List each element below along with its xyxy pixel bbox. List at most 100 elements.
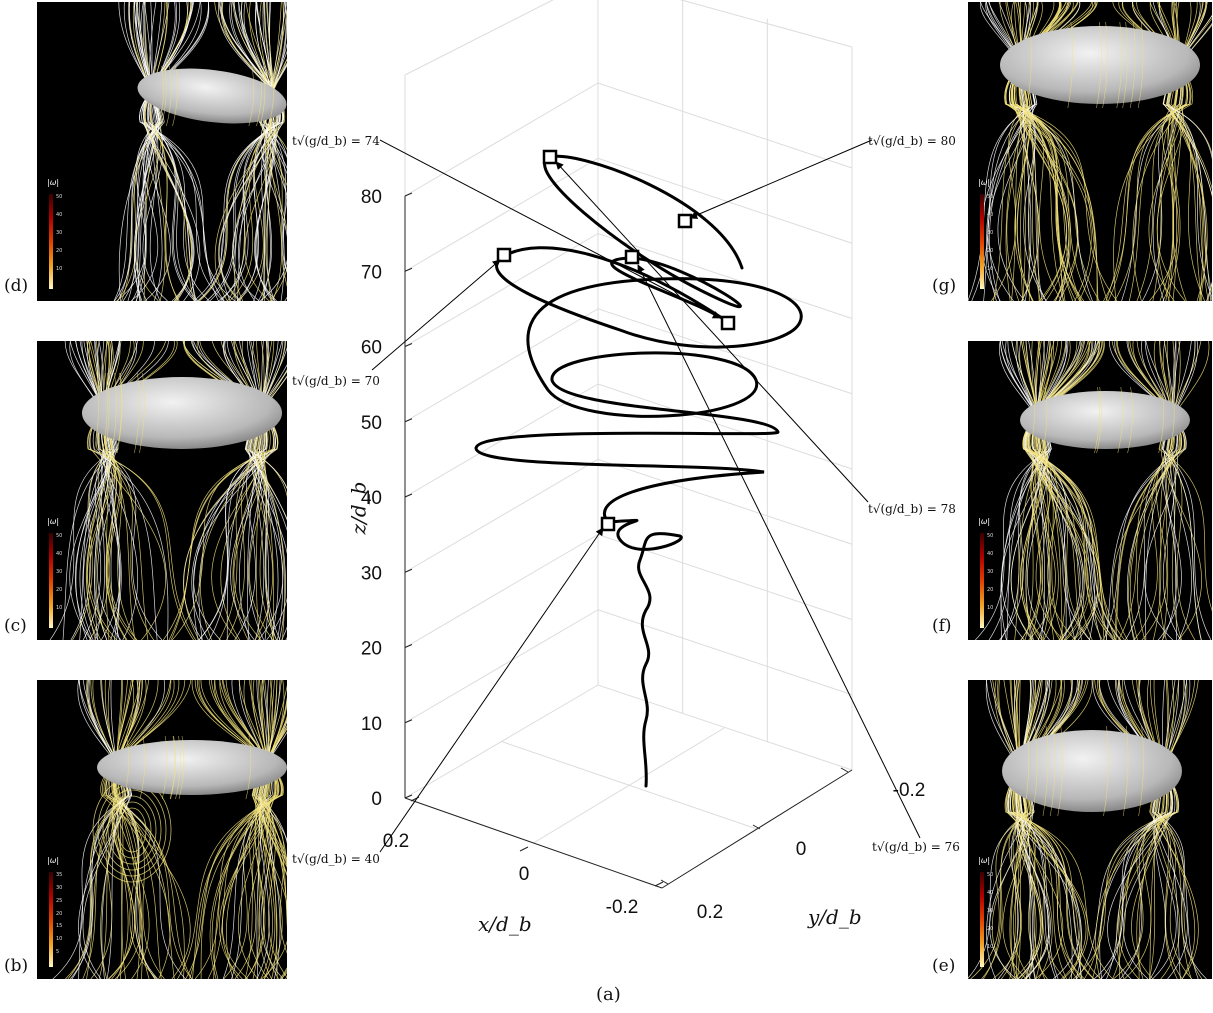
streamline — [1012, 680, 1042, 979]
colorbar-tick-label: 35 — [56, 872, 63, 878]
streamline — [268, 65, 274, 127]
streamline — [93, 372, 100, 454]
z-tick-label: 0 — [371, 789, 382, 810]
streamline — [1013, 680, 1031, 979]
panel-letter-d: (d) — [4, 276, 29, 296]
streamline — [245, 376, 287, 490]
time-arrow — [689, 139, 873, 219]
grid-line — [404, 383, 853, 498]
colorbar — [980, 194, 984, 289]
streamline — [1096, 21, 1102, 109]
bubble-shape — [97, 740, 287, 795]
streamline — [166, 65, 172, 127]
streamline — [49, 341, 118, 640]
colorbar-tick-label: 10 — [987, 944, 994, 950]
streamline — [259, 2, 287, 301]
streamline — [200, 680, 282, 979]
streamline — [1020, 2, 1027, 301]
streamline — [1170, 2, 1205, 301]
streamline — [1018, 2, 1040, 301]
z-tick — [404, 267, 413, 272]
grid-line — [404, 458, 853, 573]
streamline — [262, 58, 287, 151]
streamline — [161, 735, 168, 800]
colorbar — [49, 533, 53, 628]
panel-c-image: |ω| 50 40 30 20 10 — [37, 341, 287, 640]
streamline — [107, 680, 186, 979]
x-axis-label: x/d_b — [478, 912, 532, 936]
z-tick — [404, 192, 413, 197]
z-tick — [404, 794, 413, 799]
panel-letter-c: (c) — [4, 616, 27, 636]
streamline — [139, 372, 145, 454]
streamline — [1124, 341, 1179, 640]
streamline — [1022, 341, 1117, 640]
streamline — [1012, 680, 1064, 979]
colorbar-tick-label: 10 — [56, 605, 63, 611]
legend-title: |ω| — [978, 178, 991, 187]
streamline — [220, 341, 269, 640]
streamline — [1153, 680, 1192, 979]
streamline — [254, 717, 287, 979]
streamline — [259, 680, 278, 979]
streamline — [1036, 341, 1076, 640]
time-label-76: t√(g/d_b) = 76 — [872, 840, 960, 854]
streamline-render — [975, 341, 1212, 640]
time-arrow — [379, 139, 721, 319]
streamline — [1024, 341, 1099, 640]
streamline — [1007, 680, 1083, 979]
time-arrows — [371, 139, 921, 853]
streamline — [116, 680, 126, 979]
streamline — [143, 2, 193, 301]
streamline — [194, 680, 278, 979]
bubble-shape — [82, 377, 282, 449]
time-label-40: t√(g/d_b) = 40 — [292, 852, 380, 866]
streamline — [113, 2, 164, 301]
y-axis-line — [661, 769, 853, 889]
y-tick-label: 0 — [796, 839, 807, 860]
colorbar-tick-label: 15 — [56, 923, 63, 930]
streamline — [1138, 680, 1168, 979]
streamline — [1014, 341, 1048, 640]
streamline-render — [52, 680, 287, 979]
streamline — [1122, 725, 1129, 817]
streamline — [139, 2, 225, 301]
streamline — [211, 680, 279, 979]
colorbar — [49, 194, 53, 289]
streamline — [1015, 680, 1050, 979]
plot-grid — [404, 0, 853, 844]
z-tick-label: 80 — [361, 187, 382, 208]
time-label-70: t√(g/d_b) = 70 — [292, 374, 380, 388]
streamline — [1019, 341, 1048, 640]
streamline — [1127, 386, 1133, 454]
streamline — [1137, 21, 1144, 109]
streamline — [94, 341, 109, 640]
streamline — [78, 680, 132, 979]
streamline — [266, 2, 273, 301]
streamline — [259, 64, 287, 158]
streamline — [251, 341, 273, 640]
streamline — [1015, 2, 1065, 301]
time-label-80: t√(g/d_b) = 80 — [868, 134, 956, 148]
streamline — [1168, 386, 1175, 454]
streamline — [1166, 341, 1196, 640]
time-marker — [542, 149, 558, 165]
grid-line — [533, 727, 726, 844]
time-marker — [600, 516, 616, 532]
streamline — [1019, 2, 1040, 301]
panel-d-image: |ω| 50 40 30 20 10 — [37, 2, 287, 301]
time-arrow — [379, 527, 604, 853]
streamline — [245, 735, 252, 800]
vortex-loop — [112, 801, 152, 859]
colorbar-tick-label: 50 — [56, 194, 63, 200]
streamline — [115, 680, 129, 979]
streamline — [1094, 386, 1100, 454]
streamline — [1011, 2, 1072, 301]
streamline — [169, 735, 176, 800]
streamline — [1092, 680, 1178, 979]
streamline — [134, 372, 140, 454]
streamline — [1020, 341, 1044, 640]
legend-title: |ω| — [978, 856, 991, 865]
streamline — [1151, 680, 1199, 979]
streamline — [251, 727, 287, 979]
